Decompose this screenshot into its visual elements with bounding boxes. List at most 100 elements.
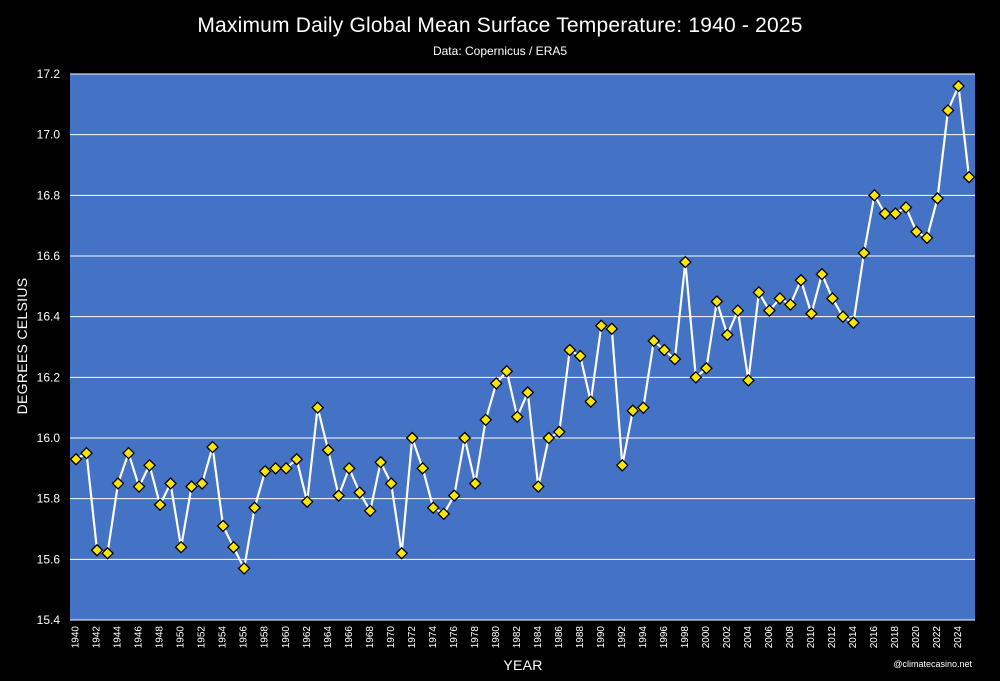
data-point-2020 bbox=[910, 225, 923, 239]
x-tick-label: 1960 bbox=[281, 626, 292, 649]
data-point-1995 bbox=[647, 334, 661, 348]
x-tick-label: 1984 bbox=[533, 626, 544, 649]
data-point-2011 bbox=[815, 267, 829, 281]
data-point-2002 bbox=[720, 328, 734, 342]
y-tick-label: 17.0 bbox=[37, 128, 61, 142]
data-point-1959 bbox=[269, 461, 283, 475]
x-tick-label: 2018 bbox=[890, 626, 901, 649]
y-tick-label: 16.8 bbox=[37, 188, 61, 202]
y-tick-label: 17.2 bbox=[37, 67, 61, 81]
data-point-1960 bbox=[279, 461, 293, 475]
data-point-1971 bbox=[395, 546, 409, 560]
data-point-1990 bbox=[594, 319, 608, 333]
data-point-1943 bbox=[101, 546, 114, 560]
data-point-1961 bbox=[290, 452, 304, 466]
x-tick-label: 1958 bbox=[260, 626, 271, 649]
data-point-1968 bbox=[363, 504, 377, 518]
x-tick-label: 1996 bbox=[659, 626, 670, 649]
gridlines bbox=[70, 73, 975, 621]
data-point-2007 bbox=[773, 292, 787, 305]
data-point-1953 bbox=[206, 440, 219, 454]
x-tick-label: 1994 bbox=[638, 626, 649, 649]
data-point-1966 bbox=[342, 461, 356, 475]
data-point-1944 bbox=[111, 477, 125, 490]
data-point-1986 bbox=[552, 425, 566, 439]
data-point-1991 bbox=[605, 322, 619, 336]
data-point-1941 bbox=[80, 446, 93, 460]
data-point-1977 bbox=[458, 431, 472, 445]
x-tick-label: 1954 bbox=[218, 626, 229, 649]
x-tick-label: 2008 bbox=[785, 626, 796, 649]
y-tick-label: 16.6 bbox=[37, 249, 61, 263]
x-tick-label: 1942 bbox=[92, 626, 103, 649]
data-point-1942 bbox=[90, 543, 104, 557]
x-tick-label: 2014 bbox=[848, 626, 859, 649]
data-point-1978 bbox=[468, 477, 482, 490]
x-tick-label: 1952 bbox=[197, 626, 208, 649]
x-tick-label: 1992 bbox=[617, 626, 628, 649]
data-point-2014 bbox=[847, 316, 860, 330]
x-tick-label: 1970 bbox=[386, 626, 397, 649]
data-point-1958 bbox=[258, 464, 272, 478]
data-point-1981 bbox=[500, 364, 514, 378]
data-point-1985 bbox=[542, 431, 556, 445]
data-point-1950 bbox=[174, 540, 188, 554]
data-point-2008 bbox=[783, 298, 797, 311]
data-point-1974 bbox=[426, 501, 440, 515]
x-tick-label: 1998 bbox=[680, 626, 691, 649]
data-point-2009 bbox=[794, 273, 808, 287]
data-point-2013 bbox=[836, 310, 850, 324]
data-point-1972 bbox=[405, 431, 419, 445]
x-tick-label: 1980 bbox=[491, 626, 502, 649]
y-tick-label: 16.4 bbox=[37, 310, 61, 324]
data-point-1947 bbox=[143, 458, 156, 472]
data-point-2019 bbox=[899, 201, 913, 214]
data-point-1946 bbox=[132, 480, 146, 493]
data-point-1945 bbox=[122, 446, 135, 460]
x-tick-label: 2010 bbox=[806, 626, 817, 649]
x-tick-label: 1988 bbox=[575, 626, 586, 649]
data-point-2024 bbox=[952, 79, 965, 93]
x-tick-label: 2000 bbox=[701, 626, 712, 649]
data-point-1987 bbox=[563, 343, 577, 357]
data-point-1962 bbox=[300, 495, 314, 509]
x-tick-label: 1962 bbox=[302, 626, 313, 649]
data-point-1999 bbox=[689, 370, 703, 384]
data-point-1989 bbox=[584, 395, 598, 409]
data-point-1983 bbox=[521, 386, 535, 399]
x-tick-label: 2006 bbox=[764, 626, 775, 649]
data-point-1998 bbox=[678, 255, 692, 269]
x-tick-label: 1944 bbox=[113, 626, 124, 649]
data-point-1973 bbox=[416, 461, 430, 475]
data-point-2025 bbox=[962, 170, 976, 184]
data-point-1955 bbox=[227, 540, 241, 554]
y-tick-label: 16.0 bbox=[37, 431, 61, 445]
data-point-2010 bbox=[804, 307, 818, 321]
x-tick-label: 1972 bbox=[407, 626, 418, 649]
data-point-2006 bbox=[762, 304, 776, 318]
data-point-2001 bbox=[710, 295, 724, 308]
x-tick-label: 2004 bbox=[743, 626, 754, 649]
data-point-1993 bbox=[626, 404, 640, 418]
data-point-1965 bbox=[332, 489, 346, 503]
data-point-2005 bbox=[752, 285, 766, 299]
data-point-1988 bbox=[573, 349, 587, 363]
y-tick-label: 15.4 bbox=[37, 613, 61, 627]
data-point-1951 bbox=[185, 480, 198, 493]
data-point-1954 bbox=[216, 519, 230, 533]
data-point-1984 bbox=[531, 480, 545, 493]
x-tick-label: 1966 bbox=[344, 626, 355, 649]
chart-title: Maximum Daily Global Mean Surface Temper… bbox=[197, 14, 803, 37]
x-tick-label: 2022 bbox=[932, 626, 943, 649]
data-point-2022 bbox=[931, 191, 944, 205]
x-tick-label: 1940 bbox=[71, 626, 82, 649]
x-tick-label: 1976 bbox=[449, 626, 460, 649]
data-point-1975 bbox=[437, 507, 451, 521]
x-tick-label: 1968 bbox=[365, 626, 376, 649]
data-point-2023 bbox=[941, 103, 955, 117]
credit-text: @climatecasino.net bbox=[893, 659, 972, 669]
data-point-2015 bbox=[857, 246, 871, 260]
data-point-1976 bbox=[447, 489, 461, 503]
